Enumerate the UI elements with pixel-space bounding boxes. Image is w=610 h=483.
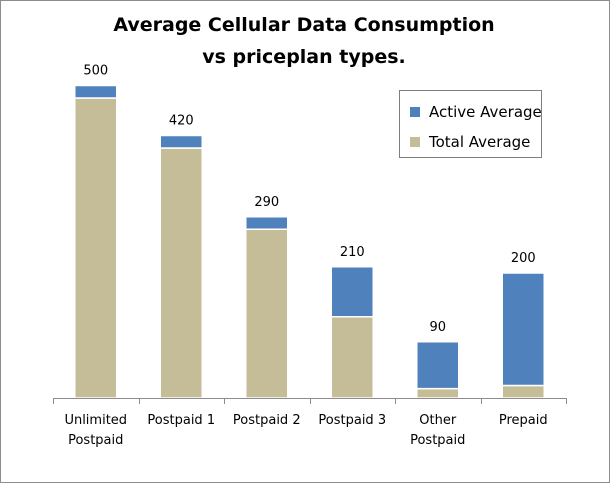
chart-title-line2: vs priceplan types. [202,46,406,68]
bar-total-0 [74,97,118,399]
category-label-5-0: Prepaid [499,413,548,428]
legend-item-total-average: Total Average [410,132,530,152]
data-label-5: 200 [511,251,536,266]
bar-active-3 [330,266,374,318]
legend-swatch-total [410,137,420,147]
category-label-4-1: Postpaid [410,433,465,448]
category-label-0-1: Postpaid [68,433,123,448]
category-label-3-0: Postpaid 3 [318,413,386,428]
bar-active-2 [245,216,289,230]
data-label-4: 90 [429,320,446,335]
category-label-2-0: Postpaid 2 [233,413,301,428]
bar-active-4 [416,341,460,390]
chart-title-line1: Average Cellular Data Consumption [113,14,495,36]
legend-item-active-average: Active Average [410,102,542,122]
legend-label-active: Active Average [429,103,542,121]
bar-total-3 [330,316,374,399]
bar-active-0 [74,84,118,99]
category-label-0-0: Unlimited [64,413,127,428]
bar-total-4 [416,387,460,399]
data-label-3: 210 [340,245,365,260]
bar-active-1 [159,134,203,149]
category-label-1-0: Postpaid 1 [147,413,215,428]
bar-active-5 [501,272,545,387]
legend-label-total: Total Average [429,133,531,151]
bar-total-1 [159,147,203,399]
data-label-0: 500 [83,64,108,79]
chart-legend: Active Average Total Average [399,90,542,158]
legend-swatch-active [410,107,420,117]
bar-total-2 [245,228,289,399]
bar-total-5 [501,384,545,399]
data-label-2: 290 [254,195,279,210]
category-label-4-0: Other [419,413,457,428]
data-label-1: 420 [169,114,194,129]
